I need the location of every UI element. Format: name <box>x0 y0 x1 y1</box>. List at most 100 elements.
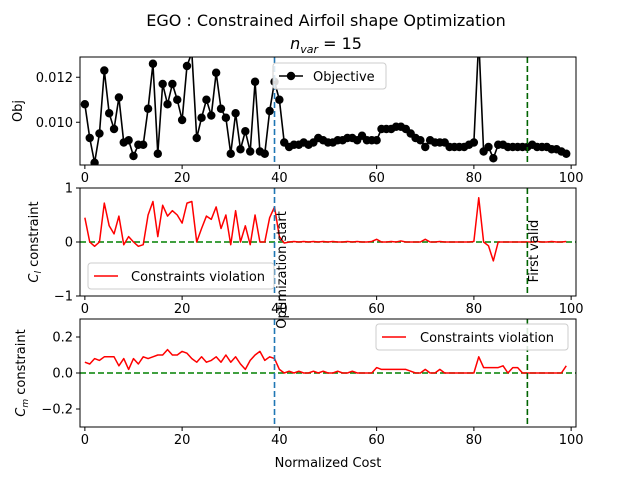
figure-subtitle: nvar = 15 <box>290 34 362 56</box>
objective-data-point <box>226 149 235 158</box>
objective-data-point <box>80 100 90 109</box>
cm-legend-box <box>375 323 569 351</box>
objective-data-point <box>143 104 153 113</box>
cl-ytick-label: 0 <box>65 236 73 251</box>
objective-xtick-label: 20 <box>174 171 191 186</box>
objective-data-point <box>90 158 99 165</box>
objective-data-point <box>421 142 430 152</box>
objective-data-point <box>100 66 109 75</box>
objective-legend-box <box>272 62 387 90</box>
cl-frame <box>79 187 577 297</box>
objective-ytick-label: 0.010 <box>36 116 73 131</box>
cm-ylabel: Cm constraint <box>14 329 31 416</box>
objective-data-point <box>250 77 260 86</box>
cl-xtick-label: 80 <box>466 302 483 317</box>
objective-xtick-label: 80 <box>466 171 483 186</box>
objective-data-point <box>148 59 158 68</box>
cl-ylabel-rest: constraint <box>27 201 42 271</box>
cl-ytick-label: 1 <box>65 182 73 197</box>
cl-xtick-label: 20 <box>174 302 191 317</box>
objective-plot-area <box>80 57 571 165</box>
objective-data-point <box>173 95 182 104</box>
cl-xtick-label: 100 <box>559 302 584 317</box>
cm-xtick-label: 80 <box>466 433 483 448</box>
cl-ylabel: Cl constraint <box>27 201 44 282</box>
cm-xtick-label: 20 <box>174 433 191 448</box>
objective-data-point <box>236 145 245 154</box>
cl-plot-area <box>80 196 576 262</box>
objective-data-point <box>231 109 240 118</box>
objective-data-point <box>104 109 114 118</box>
subtitle-rest: = 15 <box>318 34 362 53</box>
objective-data-point <box>216 104 226 113</box>
objective-xtick-label: 40 <box>271 171 288 186</box>
cm-ytick-label: 0.0 <box>52 367 73 382</box>
objective-data-point <box>246 147 255 156</box>
cl-xtick-label: 0 <box>81 302 89 317</box>
objective-data-point <box>124 136 133 145</box>
objective-data-point <box>129 151 138 161</box>
objective-data-point <box>153 149 162 158</box>
objective-data-point <box>484 142 493 152</box>
cl-legend-box <box>87 262 275 290</box>
cm-ylabel-rest: constraint <box>14 329 29 399</box>
cl-constraint-panel: 0 20 40 60 80 100 −1 0 1 Cl constraint Optimizat… <box>27 182 584 329</box>
objective-xtick-label: 60 <box>368 171 385 186</box>
objective-legend: Objective <box>272 62 387 90</box>
cl-xtick-label: 60 <box>368 302 385 317</box>
objective-data-point <box>182 61 192 71</box>
first-valid-label: First valid <box>527 220 542 283</box>
cl-xtick-label: 40 <box>271 302 288 317</box>
cm-xtick-label: 100 <box>559 433 584 448</box>
objective-data-point <box>158 79 167 89</box>
objective-data-point <box>197 113 206 122</box>
objective-data-point <box>562 149 571 158</box>
objective-panel: 0 20 40 60 80 100 0.010 0.012 Obj Objective <box>11 56 584 186</box>
cl-ytick-label: −1 <box>54 290 73 305</box>
objective-data-point <box>114 93 124 102</box>
cm-ylabel-main: C <box>14 407 29 417</box>
objective-xtick-label: 100 <box>559 171 584 186</box>
objective-data-point <box>260 149 269 158</box>
objective-data-point <box>85 133 94 143</box>
objective-data-point <box>469 138 479 147</box>
cl-ylabel-main: C <box>27 273 42 283</box>
cm-xtick-label: 60 <box>368 433 385 448</box>
objective-data-point <box>211 68 221 77</box>
objective-data-point <box>109 124 119 134</box>
cl-series-line <box>84 196 567 262</box>
objective-data-point <box>416 136 425 145</box>
cm-xtick-label: 40 <box>271 433 288 448</box>
objective-data-point <box>275 95 284 104</box>
objective-data-point <box>372 136 381 145</box>
objective-data-point <box>139 140 148 149</box>
objective-frame <box>79 56 577 166</box>
subtitle-sub: var <box>300 43 319 56</box>
cm-xtick-label: 0 <box>81 433 89 448</box>
figure-title: EGO : Constrained Airfoil shape Optimiza… <box>146 11 506 30</box>
cm-plot-area <box>80 348 576 374</box>
cm-series-line <box>84 348 567 374</box>
objective-data-point <box>202 95 211 104</box>
objective-data-point <box>177 115 187 125</box>
objective-legend-marker <box>286 71 296 81</box>
cm-frame <box>79 318 577 428</box>
cl-legend-label: Constraints violation <box>131 270 265 285</box>
objective-ylabel: Obj <box>11 100 26 122</box>
cm-ytick-label: −0.2 <box>41 403 73 418</box>
x-axis-label: Normalized Cost <box>275 456 382 471</box>
cm-ylabel-sub: m <box>21 399 31 408</box>
objective-data-point <box>221 113 231 122</box>
objective-xtick-label: 0 <box>81 171 89 186</box>
objective-data-point <box>489 154 498 163</box>
objective-data-point <box>163 100 172 109</box>
cm-legend: Constraints violation <box>375 323 569 351</box>
subtitle-main: n <box>290 34 300 53</box>
objective-data-point <box>168 79 177 89</box>
cl-legend: Constraints violation <box>87 262 275 290</box>
objective-data-point <box>207 111 216 120</box>
objective-ytick-label: 0.012 <box>36 71 73 86</box>
optimization-start-label: Optimization start <box>275 211 290 329</box>
cm-constraint-panel: 0 20 40 60 80 100 −0.2 0.0 0.2 Cm constraint Con… <box>14 318 584 448</box>
